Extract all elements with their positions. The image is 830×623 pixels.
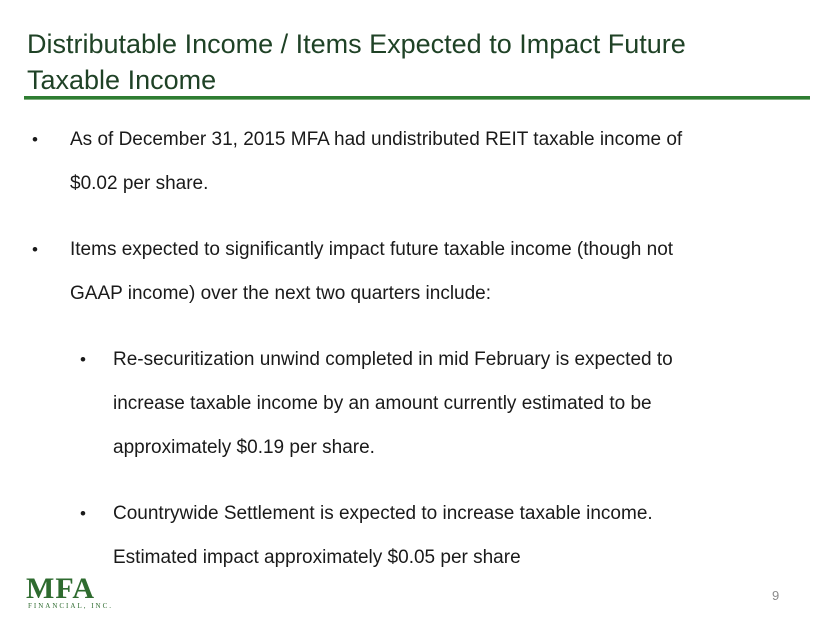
slide-title: Distributable Income / Items Expected to… (27, 26, 817, 98)
slide-title-line-2: Taxable Income (27, 65, 217, 95)
bullet-1-line-1: As of December 31, 2015 MFA had undistri… (70, 129, 683, 150)
page-number: 9 (772, 588, 780, 603)
sub-bullet-2-line-2: Estimated impact approximately $0.05 per… (113, 547, 521, 568)
sub-bullet-marker: • (80, 350, 86, 369)
title-divider (24, 96, 810, 100)
sub-bullet-1-line-3: approximately $0.19 per share. (113, 437, 375, 458)
sub-bullet-marker: • (80, 504, 86, 523)
bullet-2-line-1: Items expected to significantly impact f… (70, 239, 674, 260)
sub-bullet-1-line-2: increase taxable income by an amount cur… (113, 393, 652, 414)
bullet-marker: • (32, 240, 38, 259)
slide-title-line-1: Distributable Income / Items Expected to… (27, 29, 686, 59)
logo-subtitle: FINANCIAL, INC. (28, 602, 114, 610)
bullet-2-line-2: GAAP income) over the next two quarters … (70, 283, 492, 304)
bullet-marker: • (32, 130, 38, 149)
bullet-1-line-2: $0.02 per share. (70, 173, 209, 194)
sub-bullet-1-line-1: Re-securitization unwind completed in mi… (113, 349, 673, 370)
mfa-logo: MFA FINANCIAL, INC. (26, 574, 116, 612)
sub-bullet-2-line-1: Countrywide Settlement is expected to in… (113, 503, 653, 524)
logo-mark: MFA (26, 572, 96, 605)
